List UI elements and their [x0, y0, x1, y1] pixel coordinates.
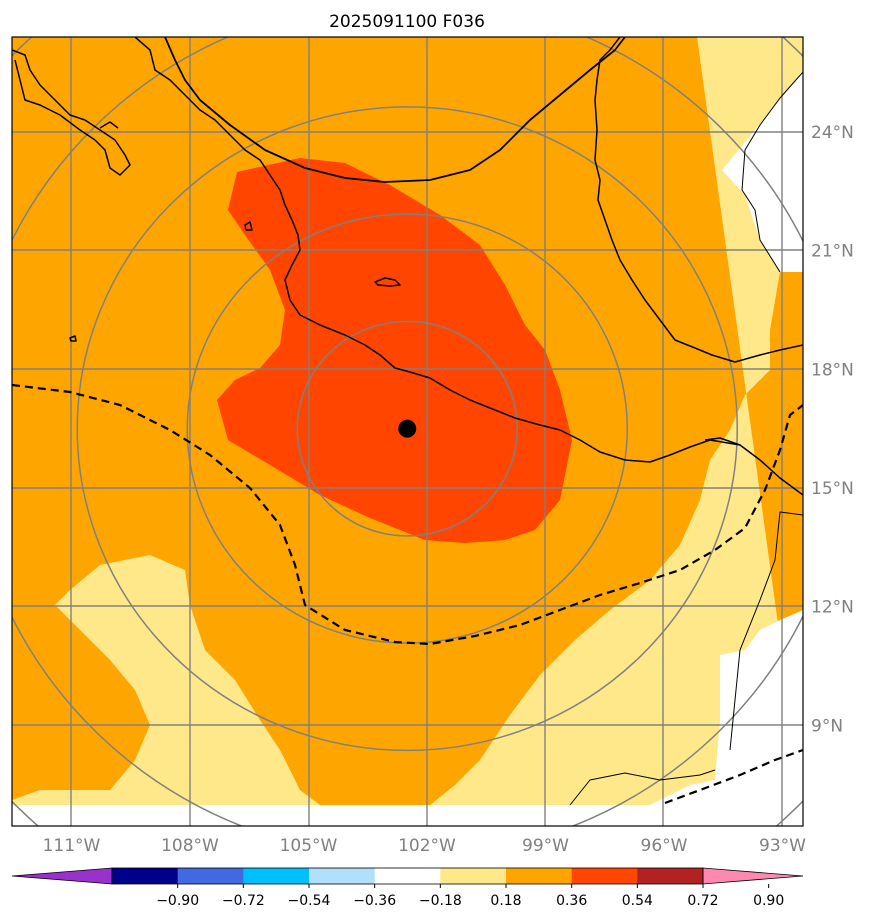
longitude-tick-label: 99°W: [522, 836, 569, 856]
latitude-tick-label: 18°N: [811, 360, 854, 380]
colorbar-frame: [111, 867, 704, 885]
colorbar-swatch: [506, 868, 573, 884]
colorbar-tick-label: −0.90: [156, 893, 199, 909]
latitude-tick-label: 15°N: [811, 479, 854, 499]
storm-center-marker: [398, 419, 417, 438]
colorbar-extend-max: [702, 867, 804, 885]
colorbar-tick-label: 0.54: [622, 893, 653, 909]
colorbar-swatch: [243, 868, 310, 884]
colorbar-swatch: [177, 868, 244, 884]
missing-data-bottom-strip: [12, 805, 803, 826]
latitude-tick-labels: 24°N 21°N 18°N 15°N 12°N 9°N: [811, 123, 854, 737]
map-title: 2025091100 F036: [329, 12, 485, 32]
colorbar-tick-label: 0.36: [556, 893, 587, 909]
longitude-tick-label: 111°W: [43, 836, 101, 856]
colorbar-tick-label: 0.90: [753, 893, 784, 909]
colorbar-swatch: [309, 868, 376, 884]
latitude-tick-label: 9°N: [811, 716, 843, 736]
latitude-tick-label: 12°N: [811, 598, 854, 618]
range-ring: [76, 106, 738, 752]
map-frame: [11, 36, 804, 827]
missing-data-northeast: [722, 70, 803, 272]
longitude-tick-label: 96°W: [641, 836, 688, 856]
colorbar-tick-label: 0.72: [687, 893, 718, 909]
latitude-tick-label: 21°N: [811, 242, 854, 262]
graticule: [12, 37, 803, 826]
longitude-tick-label: 102°W: [398, 836, 456, 856]
colorbar: −0.90 −0.72 −0.54 −0.36 −0.18 0.18 0.36 0.54 0.7…: [11, 867, 804, 909]
dashed-contours: [12, 383, 803, 805]
colorbar-tick-label: −0.54: [288, 893, 331, 909]
range-ring: [296, 320, 518, 537]
colorbar-swatch: [571, 868, 638, 884]
colorbar-swatch: [440, 868, 507, 884]
longitude-tick-labels: 111°W 108°W 105°W 102°W 99°W 96°W 93°W: [43, 836, 807, 856]
coastlines: [12, 37, 803, 806]
colorbar-tick-label: −0.72: [222, 893, 265, 909]
longitude-tick-label: 108°W: [161, 836, 219, 856]
colorbar-tick-label: 0.18: [490, 893, 521, 909]
longitude-tick-label: 105°W: [280, 836, 338, 856]
field-band-lightyellow-east: [430, 37, 803, 805]
field-band-lightyellow-southwest: [12, 555, 320, 805]
colorbar-extend-min: [11, 867, 113, 885]
colorbar-swatch: [112, 868, 179, 884]
longitude-tick-label: 93°W: [759, 836, 806, 856]
colorbar-tick-label: −0.36: [353, 893, 396, 909]
colorbar-tick-label: −0.18: [419, 893, 462, 909]
colorbar-swatch: [374, 868, 441, 884]
colorbar-swatch: [637, 868, 704, 884]
field-band-red-core: [217, 158, 572, 543]
latitude-tick-label: 24°N: [811, 123, 854, 143]
missing-data-southeast: [650, 610, 803, 805]
